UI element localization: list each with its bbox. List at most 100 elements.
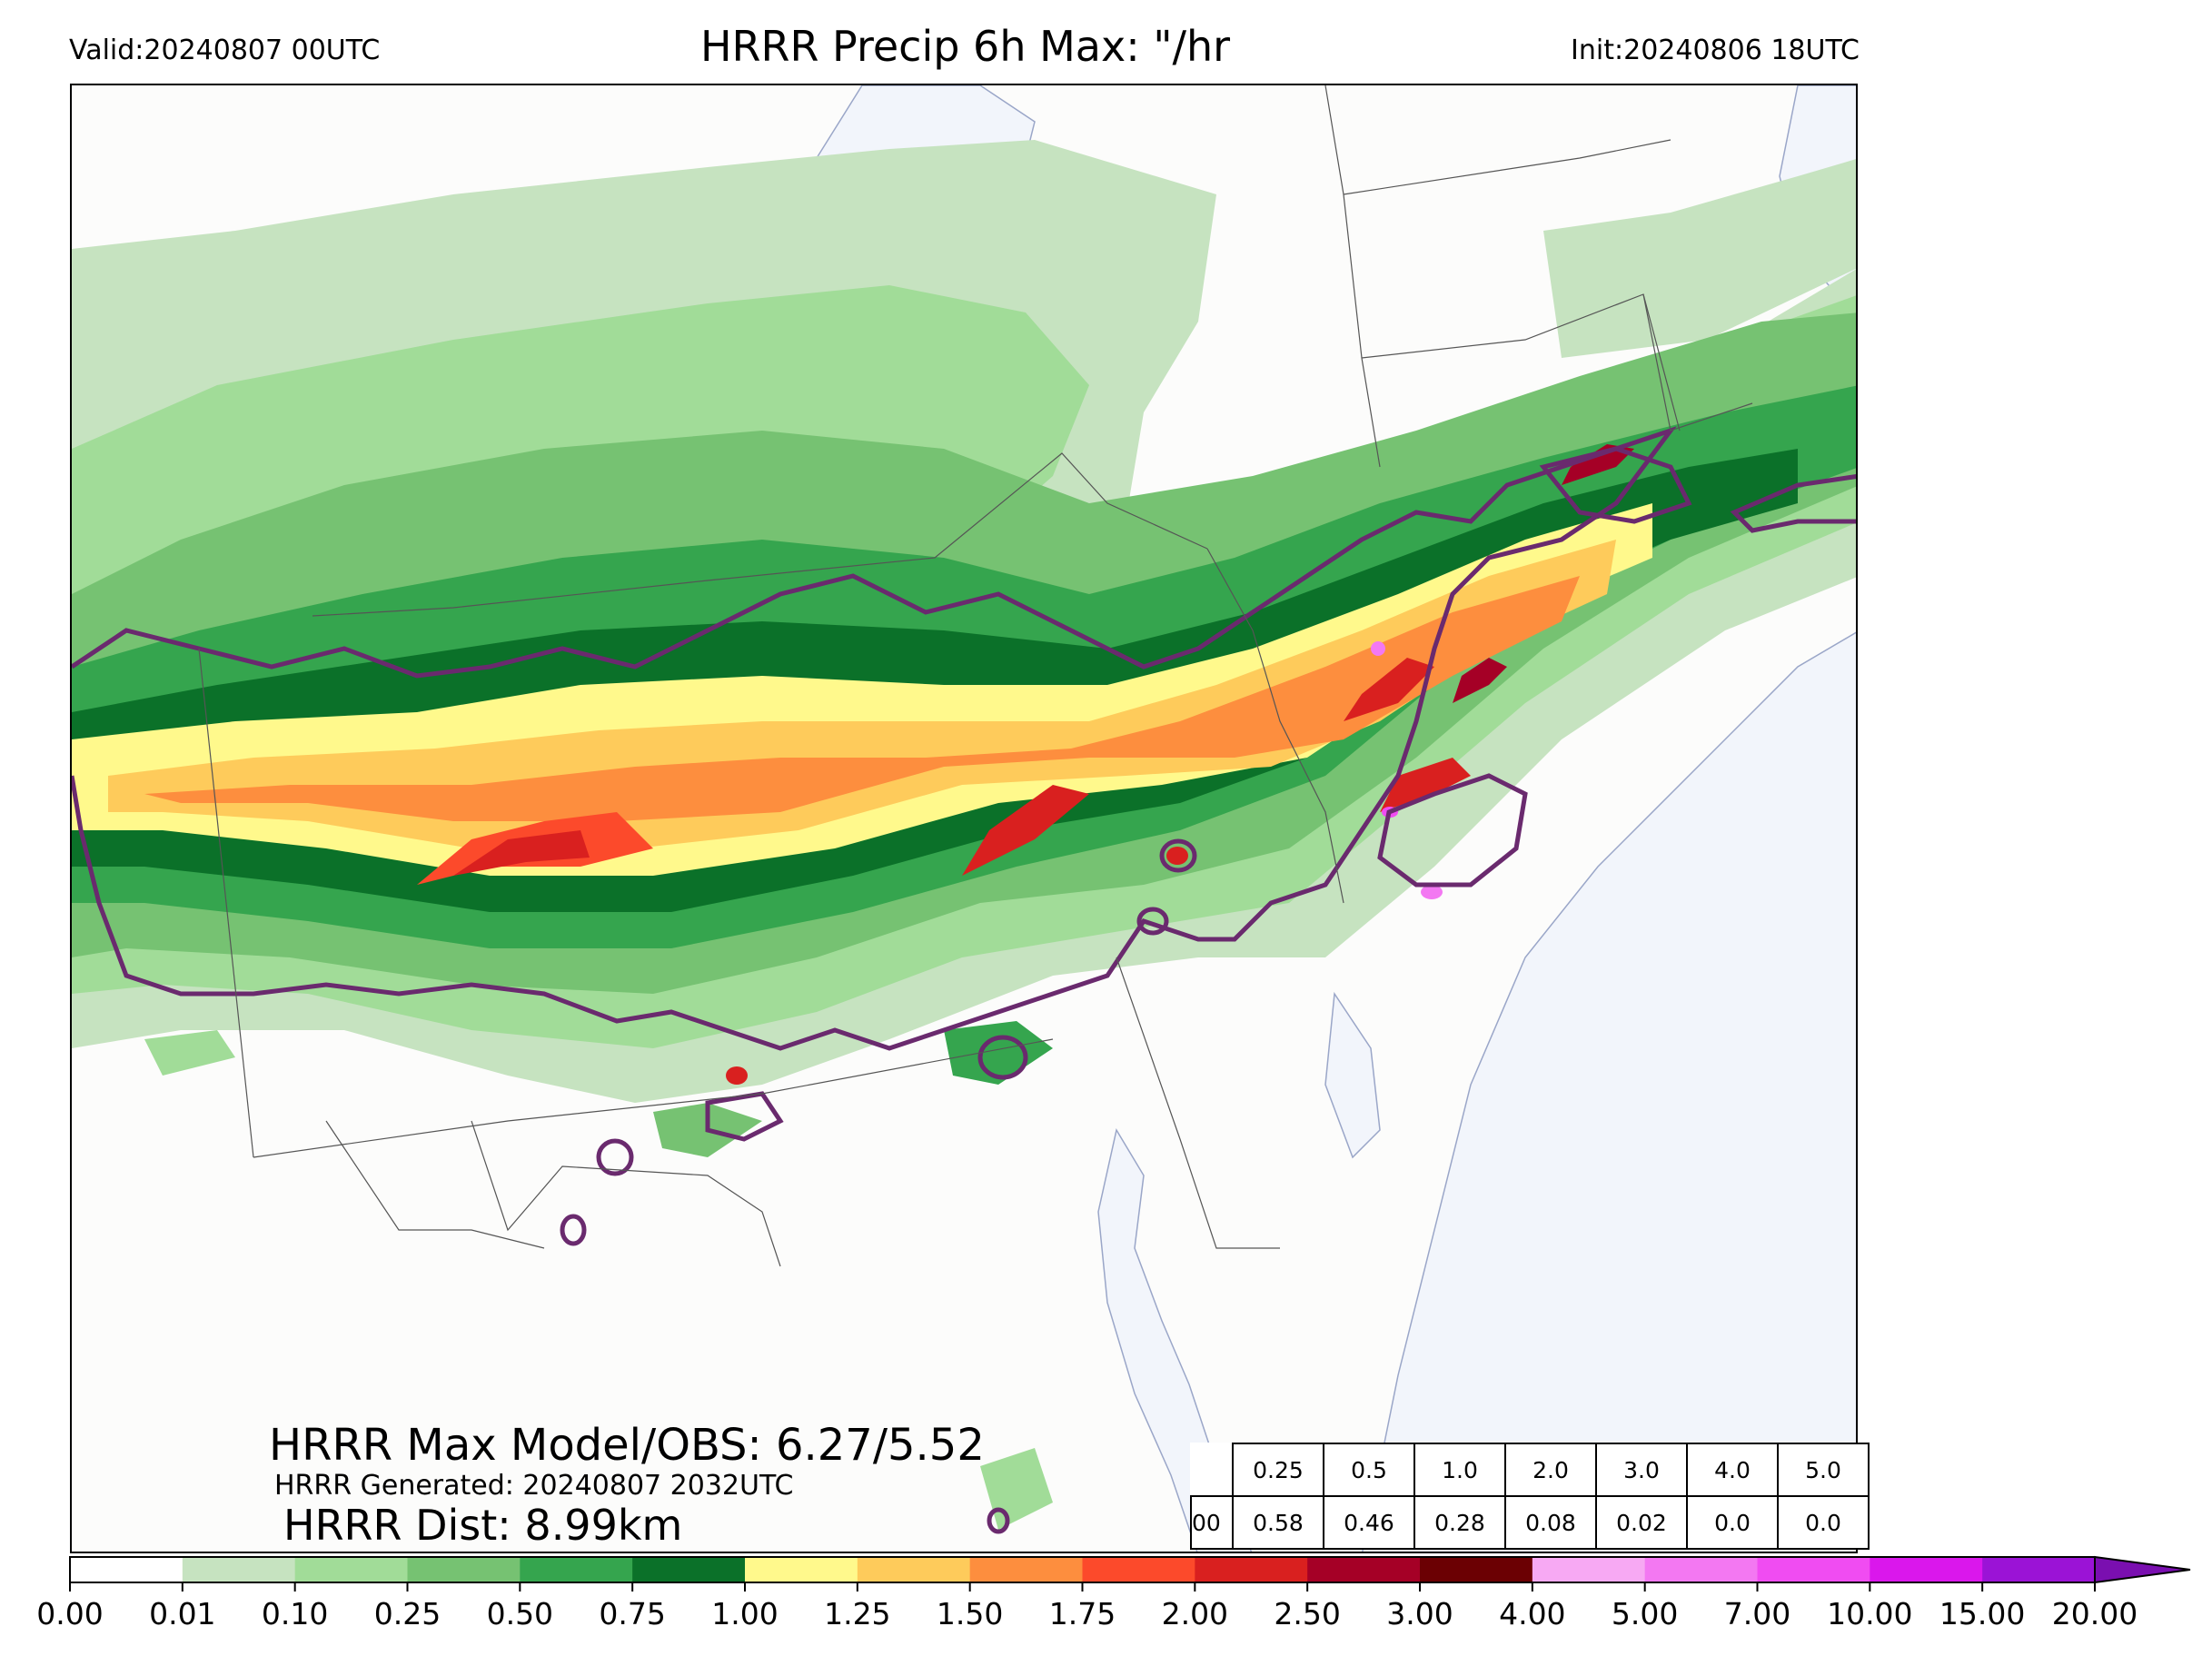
obs-contour-s7 bbox=[987, 1507, 1010, 1534]
precip-200-d bbox=[1344, 658, 1434, 721]
threshold-cell: 4.0 bbox=[1686, 1443, 1779, 1497]
colorbar-swatch bbox=[1757, 1557, 1870, 1582]
precip-500-c bbox=[1371, 641, 1385, 656]
value-cell: 0.58 bbox=[1232, 1495, 1324, 1550]
colorbar-tick-label: 1.50 bbox=[937, 1596, 1003, 1631]
colorbar-swatch bbox=[745, 1557, 858, 1582]
value-cell: 0.46 bbox=[1323, 1495, 1415, 1550]
colorbar-swatch bbox=[1982, 1557, 2096, 1582]
border-ny-vt bbox=[1324, 85, 1381, 468]
colorbar-swatch bbox=[1870, 1557, 1983, 1582]
obs-contour-s3 bbox=[560, 1214, 587, 1246]
colorbar-tick-label: 1.75 bbox=[1049, 1596, 1116, 1631]
threshold-cell: 1.0 bbox=[1413, 1443, 1506, 1497]
precip-200 bbox=[453, 830, 590, 876]
precip-200-b bbox=[962, 785, 1089, 876]
row-label: 00 bbox=[1190, 1495, 1234, 1550]
colorbar-swatch bbox=[1307, 1557, 1421, 1582]
delaware-bay bbox=[1324, 991, 1381, 1159]
colorbar-tick-label: 0.10 bbox=[262, 1596, 328, 1631]
colorbar-swatch bbox=[969, 1557, 1083, 1582]
max-model-obs-label: HRRR Max Model/OBS: 6.27/5.52 bbox=[269, 1420, 985, 1471]
colorbar: 0.00 0.01 0.10 0.25 0.50 0.75 1.00 1.25 1.50 1.75… bbox=[36, 1555, 2191, 1631]
colorbar-tick-label: 1.25 bbox=[824, 1596, 890, 1631]
obs-contour-s2 bbox=[596, 1138, 634, 1176]
precip-200-c bbox=[1380, 758, 1471, 812]
obs-contour-s5 bbox=[1159, 838, 1197, 873]
dist-label: HRRR Dist: 8.99km bbox=[283, 1501, 683, 1550]
colorbar-swatch bbox=[182, 1557, 296, 1582]
colorbar-swatch bbox=[632, 1557, 746, 1582]
colorbar-tick-label: 0.50 bbox=[487, 1596, 553, 1631]
colorbar-tick-label: 3.00 bbox=[1386, 1596, 1453, 1631]
colorbar-swatch bbox=[1420, 1557, 1533, 1582]
threshold-table: 0.25 0.5 1.0 2.0 3.0 4.0 5.0 00 0.58 0.4… bbox=[1190, 1443, 1870, 1550]
obs-contour-coast bbox=[1730, 474, 1856, 533]
colorbar-tick-label: 1.00 bbox=[711, 1596, 778, 1631]
colorbar-tick-label: 20.00 bbox=[2052, 1596, 2138, 1631]
precip-500 bbox=[1421, 885, 1443, 899]
precip-125 bbox=[108, 540, 1616, 848]
precip-250-b bbox=[1562, 444, 1634, 485]
threshold-cell: 3.0 bbox=[1595, 1443, 1688, 1497]
colorbar-tick-label: 0.01 bbox=[149, 1596, 215, 1631]
colorbar-swatch bbox=[407, 1557, 521, 1582]
colorbar-swatch bbox=[1532, 1557, 1646, 1582]
generated-time-label: HRRR Generated: 20240807 2032UTC bbox=[274, 1470, 794, 1502]
threshold-corner bbox=[1191, 1443, 1234, 1496]
threshold-cell: 5.0 bbox=[1777, 1443, 1870, 1497]
border-ma bbox=[1361, 293, 1681, 431]
colorbar-tick-label: 2.50 bbox=[1274, 1596, 1340, 1631]
border-nj bbox=[1206, 548, 1344, 904]
border-pa-oh bbox=[198, 648, 254, 1158]
value-cell: 0.08 bbox=[1504, 1495, 1597, 1550]
colorbar-tick-label: 5.00 bbox=[1612, 1596, 1678, 1631]
obs-contour-s6 bbox=[1136, 907, 1169, 936]
colorbar-tick-label: 0.75 bbox=[599, 1596, 665, 1631]
colorbar-tick-label: 4.00 bbox=[1499, 1596, 1565, 1631]
border-md-de bbox=[1116, 957, 1280, 1249]
colorbar-tick-label: 7.00 bbox=[1724, 1596, 1790, 1631]
colorbar-swatch bbox=[520, 1557, 633, 1582]
border-vt-nh bbox=[1343, 139, 1671, 195]
colorbar-tick-label: 2.00 bbox=[1162, 1596, 1228, 1631]
colorbar-swatch bbox=[294, 1557, 408, 1582]
precip-shading bbox=[72, 140, 1856, 1530]
border-pa-md bbox=[253, 1038, 1054, 1158]
threshold-value-row: 00 0.58 0.46 0.28 0.08 0.02 0.0 0.0 bbox=[1190, 1495, 1870, 1550]
value-cell: 0.0 bbox=[1686, 1495, 1779, 1550]
threshold-cell: 0.25 bbox=[1232, 1443, 1324, 1497]
map-canvas bbox=[72, 85, 1856, 1552]
colorbar-swatch bbox=[1082, 1557, 1195, 1582]
colorbar-swatch bbox=[857, 1557, 971, 1582]
obs-contour-east bbox=[1377, 773, 1528, 888]
colorbar-swatch bbox=[70, 1557, 184, 1582]
precip-200-g bbox=[726, 1066, 748, 1085]
colorbar-tick-label: 15.00 bbox=[1939, 1596, 2025, 1631]
precip-200-e bbox=[1166, 847, 1188, 865]
precip-map[interactable] bbox=[70, 84, 1858, 1553]
colorbar-tick-label: 10.00 bbox=[1827, 1596, 1912, 1631]
obs-contour-main bbox=[72, 426, 1677, 1051]
precip-light-ne bbox=[1543, 159, 1856, 358]
value-cell: 0.02 bbox=[1595, 1495, 1688, 1550]
border-ny-pa bbox=[312, 452, 1208, 617]
colorbar-tick-label: 0.25 bbox=[374, 1596, 441, 1631]
value-cell: 0.0 bbox=[1777, 1495, 1870, 1550]
colorbar-tick-label: 0.00 bbox=[36, 1596, 103, 1631]
atlantic-ocean bbox=[1362, 631, 1856, 1552]
obs-contour-ne bbox=[1539, 446, 1692, 524]
valid-time-label: Valid:20240807 00UTC bbox=[69, 35, 381, 66]
obs-contour-s4 bbox=[977, 1035, 1028, 1080]
map-title: HRRR Precip 6h Max: "/hr bbox=[699, 22, 1231, 71]
precip-scatter-3 bbox=[144, 1030, 235, 1076]
colorbar-extend-arrow bbox=[2094, 1555, 2191, 1584]
obs-contours bbox=[72, 426, 1856, 1534]
precip-scatter-2 bbox=[944, 1021, 1053, 1085]
colorbar-swatch bbox=[1195, 1557, 1308, 1582]
value-cell: 0.28 bbox=[1413, 1495, 1506, 1550]
threshold-cell: 0.5 bbox=[1323, 1443, 1415, 1497]
border-va bbox=[325, 1120, 545, 1249]
threshold-header-row: 0.25 0.5 1.0 2.0 3.0 4.0 5.0 bbox=[1191, 1443, 1870, 1497]
precip-250 bbox=[1453, 658, 1507, 703]
